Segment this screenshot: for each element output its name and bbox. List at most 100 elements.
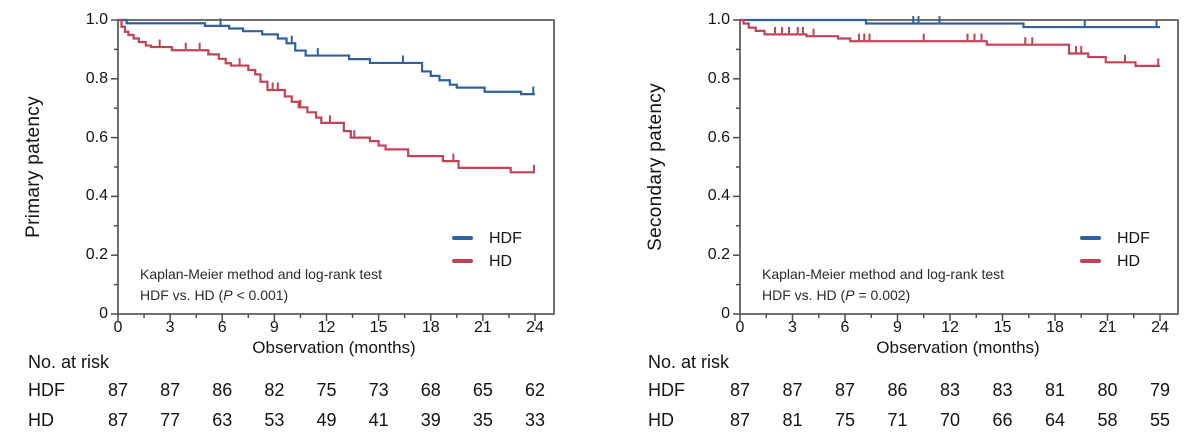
- x-tick-label: 0: [735, 319, 745, 336]
- risk-count: 86: [212, 380, 233, 400]
- risk-count: 73: [368, 380, 389, 400]
- legend-dash-hd: [1080, 259, 1101, 263]
- risk-count: 75: [316, 380, 337, 400]
- legend-label-hdf: HDF: [489, 230, 522, 247]
- at-risk-row-label-hdf: HDF: [648, 380, 685, 400]
- x-tick-label: 24: [526, 319, 544, 336]
- y-tick-label: 0.8: [85, 69, 108, 87]
- at-risk-title-right: No. at risk: [648, 352, 730, 372]
- x-axis-title-right: Observation (months): [876, 338, 1040, 357]
- pvalue-prefix: HDF vs. HD (: [762, 287, 846, 303]
- x-tick-label: 15: [993, 319, 1012, 336]
- risk-count: 83: [992, 380, 1013, 400]
- legend-label-hd: HD: [1117, 253, 1141, 270]
- legend-label-hd: HD: [489, 253, 513, 270]
- legend-label-hdf: HDF: [1117, 230, 1150, 247]
- x-tick-label: 6: [217, 319, 227, 336]
- y-tick-label: 0.6: [85, 128, 108, 146]
- x-tick-label: 21: [1098, 319, 1117, 336]
- risk-count: 62: [524, 380, 546, 400]
- at-risk-row-label-hd: HD: [648, 410, 674, 430]
- pvalue-symbol: P: [845, 287, 855, 303]
- y-tick-label: 0.2: [85, 246, 108, 264]
- y-tick-label: 0.8: [707, 69, 730, 87]
- risk-count: 87: [729, 380, 751, 400]
- risk-count: 81: [1044, 380, 1066, 400]
- risk-count: 53: [264, 410, 285, 430]
- km-curve-hdf: [740, 18, 1160, 29]
- risk-count: 41: [368, 410, 389, 430]
- legend-dash-hdf: [452, 236, 473, 240]
- y-tick-label: 0: [99, 305, 108, 322]
- risk-count: 81: [782, 410, 803, 430]
- km-curve-hd: [118, 18, 535, 174]
- annotation-pvalue-left: HDF vs. HD (P < 0.001): [140, 285, 382, 306]
- x-tick-label: 3: [165, 319, 175, 336]
- risk-count: 75: [834, 410, 856, 430]
- risk-count: 80: [1097, 380, 1118, 400]
- y-axis-title-secondary: Secondary patency: [645, 83, 666, 251]
- risk-count: 87: [107, 380, 129, 400]
- legend-dash-hd: [452, 259, 473, 263]
- y-tick-label: 0.6: [707, 128, 730, 146]
- y-tick-label: 0.4: [707, 187, 730, 205]
- at-risk-row-label-hdf: HDF: [28, 380, 65, 400]
- x-tick-label: 0: [113, 319, 123, 336]
- risk-count: 33: [524, 410, 546, 430]
- risk-count: 58: [1097, 410, 1118, 430]
- risk-count: 66: [992, 410, 1013, 430]
- risk-count: 87: [834, 380, 856, 400]
- y-tick-label: 0: [721, 305, 730, 322]
- pvalue-symbol: P: [223, 287, 233, 303]
- y-tick-label: 0.4: [85, 187, 108, 205]
- x-tick-label: 6: [840, 319, 850, 336]
- x-tick-label: 12: [941, 319, 959, 336]
- pvalue-suffix: = 0.002): [854, 287, 911, 303]
- risk-count: 86: [887, 380, 908, 400]
- risk-count: 70: [939, 410, 961, 430]
- risk-count: 49: [316, 410, 337, 430]
- risk-count: 63: [212, 410, 233, 430]
- risk-count: 55: [1149, 410, 1171, 430]
- km-curve-hdf: [118, 18, 535, 96]
- risk-count: 83: [939, 380, 961, 400]
- x-tick-label: 24: [1151, 319, 1169, 336]
- annotation-pvalue-right: HDF vs. HD (P = 0.002): [762, 285, 1004, 306]
- risk-count: 64: [1044, 410, 1066, 430]
- y-tick-label: 0.2: [707, 246, 730, 264]
- risk-count: 87: [782, 380, 803, 400]
- risk-count: 82: [264, 380, 285, 400]
- risk-count: 39: [420, 410, 441, 430]
- at-risk-title-left: No. at risk: [28, 352, 110, 372]
- risk-count: 77: [160, 410, 181, 430]
- pvalue-suffix: < 0.001): [232, 287, 289, 303]
- x-tick-label: 15: [369, 319, 388, 336]
- risk-count: 35: [472, 410, 493, 430]
- annotation-method-right: Kaplan-Meier method and log-rank test: [762, 266, 1005, 282]
- x-tick-label: 18: [1046, 319, 1064, 336]
- x-tick-label: 21: [473, 319, 492, 336]
- risk-count: 87: [107, 410, 129, 430]
- y-tick-label: 1.0: [707, 11, 730, 28]
- x-tick-label: 18: [421, 319, 440, 336]
- risk-count: 79: [1149, 380, 1171, 400]
- x-tick-label: 3: [788, 319, 797, 336]
- risk-count: 65: [472, 380, 493, 400]
- risk-count: 71: [887, 410, 908, 430]
- y-tick-label: 1.0: [85, 11, 108, 28]
- y-axis-title-primary: Primary patency: [23, 96, 44, 238]
- km-curve-hd: [740, 18, 1160, 67]
- pvalue-prefix: HDF vs. HD (: [140, 287, 224, 303]
- at-risk-row-label-hd: HD: [28, 410, 54, 430]
- annotation-method-left: Kaplan-Meier method and log-rank test: [140, 266, 383, 282]
- x-axis-title-left: Observation (months): [252, 338, 416, 357]
- x-tick-label: 12: [317, 319, 336, 336]
- x-tick-label: 9: [893, 319, 902, 336]
- risk-count: 68: [420, 380, 441, 400]
- risk-count: 87: [160, 380, 181, 400]
- legend-dash-hdf: [1080, 236, 1101, 240]
- risk-count: 87: [729, 410, 751, 430]
- x-tick-label: 9: [269, 319, 279, 336]
